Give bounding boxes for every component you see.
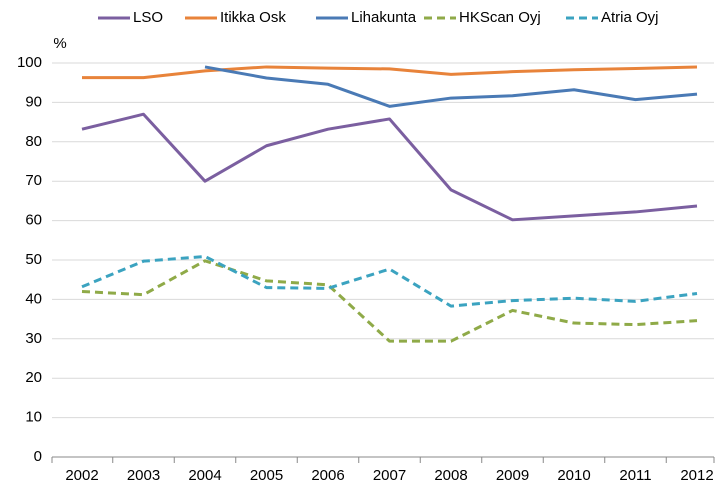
x-tick-label: 2003 (127, 467, 160, 484)
x-tick-label: 2011 (619, 467, 651, 484)
x-tick-label: 2002 (65, 467, 98, 484)
x-tick-label: 2008 (434, 467, 467, 484)
y-tick-label: 10 (25, 409, 42, 426)
legend-label: HKScan Oyj (459, 9, 541, 26)
series-line (82, 65, 698, 80)
legend-label: Lihakunta (351, 9, 417, 26)
y-tick-label: 90 (25, 93, 42, 110)
y-tick-label: 30 (25, 330, 42, 347)
y-axis-label: % (53, 35, 66, 52)
y-tick-label: 70 (25, 172, 42, 189)
x-tick-label: 2006 (311, 467, 344, 484)
y-tick-label: 80 (25, 133, 42, 150)
series-line (81, 259, 698, 343)
x-tick-label: 2004 (188, 467, 221, 484)
legend-label: Itikka Osk (220, 9, 286, 26)
series-line (204, 65, 698, 108)
x-tick-label: 2007 (373, 467, 406, 484)
y-tick-label: 60 (25, 212, 42, 229)
x-tick-label: 2005 (250, 467, 283, 484)
y-tick-label: 100 (17, 54, 42, 71)
x-tick-label: 2010 (557, 467, 590, 484)
y-tick-label: 40 (25, 290, 42, 307)
x-tick-label: 2012 (680, 467, 713, 484)
x-tick-label: 2009 (496, 467, 529, 484)
legend-label: Atria Oyj (601, 9, 659, 26)
y-tick-label: 0 (34, 448, 42, 465)
legend-label: LSO (133, 9, 163, 26)
y-tick-label: 20 (25, 369, 42, 386)
y-tick-label: 50 (25, 251, 42, 268)
series-line (81, 254, 698, 308)
series-line (81, 112, 698, 222)
